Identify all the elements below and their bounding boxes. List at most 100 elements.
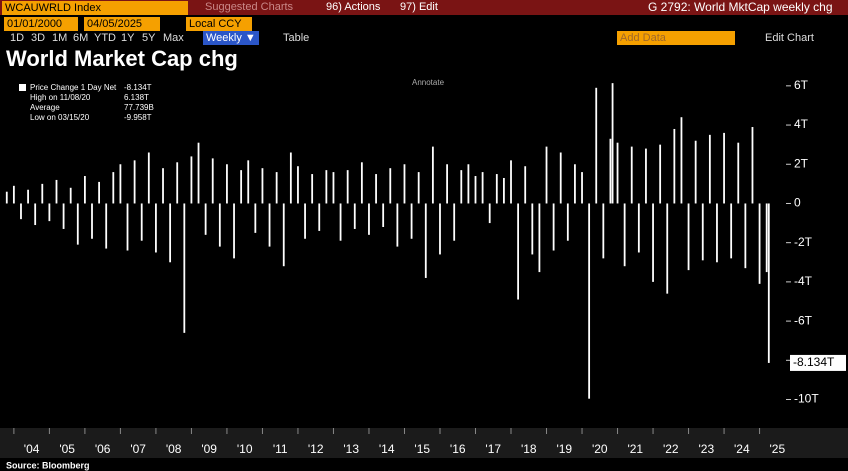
- last-value-label: -8.134T: [793, 355, 835, 369]
- range-button[interactable]: 1Y: [121, 32, 135, 44]
- bar: [240, 170, 243, 204]
- bar: [531, 203, 534, 255]
- bar: [431, 146, 434, 204]
- y-tick-label: -8T: [794, 352, 813, 366]
- bar: [325, 170, 328, 204]
- chart-title: World Market Cap chg: [6, 46, 238, 71]
- bar: [609, 138, 612, 204]
- bar: [275, 172, 278, 204]
- actions-menu[interactable]: 96) Actions: [326, 1, 381, 13]
- legend-label: Price Change 1 Day Net: [30, 83, 117, 92]
- edit-chart[interactable]: Edit Chart: [765, 32, 814, 44]
- bar: [495, 174, 498, 204]
- bar: [27, 189, 29, 204]
- bar: [616, 142, 619, 204]
- end-date[interactable]: 04/05/2025: [84, 17, 160, 31]
- date-row: 01/01/2000 04/05/2025 Local CCY: [0, 17, 848, 31]
- bar: [673, 128, 676, 204]
- bar: [368, 203, 370, 235]
- bar: [538, 203, 541, 273]
- bar: [339, 203, 342, 241]
- annotate[interactable]: Annotate: [412, 78, 445, 87]
- frequency[interactable]: Weekly ▼: [203, 31, 259, 45]
- bar: [510, 160, 512, 204]
- edit-menu[interactable]: 97) Edit: [400, 1, 438, 13]
- bar: [112, 172, 115, 204]
- range-row: Weekly ▼ Table Add Data Edit Chart 1D 3D 1…: [0, 31, 848, 45]
- bar: [254, 203, 257, 233]
- bar: [297, 166, 299, 204]
- bar: [474, 176, 477, 204]
- bar: [517, 203, 520, 300]
- bar: [446, 164, 448, 204]
- bar: [268, 203, 271, 247]
- bar: [503, 177, 505, 204]
- bar: [197, 142, 200, 204]
- legend-value: -8.134T: [124, 83, 152, 92]
- bar: [652, 203, 654, 282]
- bar: [304, 203, 306, 239]
- y-tick-label: -10T: [794, 392, 819, 406]
- range-button[interactable]: 5Y: [142, 32, 156, 44]
- range-button[interactable]: 1D: [10, 32, 25, 44]
- x-tick-label: '09: [201, 442, 217, 456]
- range-button[interactable]: 3D: [31, 32, 46, 44]
- bar: [20, 203, 22, 220]
- bar: [360, 162, 363, 204]
- x-tick-label: '10: [237, 442, 253, 456]
- bar: [623, 203, 626, 267]
- bar: [723, 132, 725, 204]
- bar: [55, 179, 58, 204]
- bar: [282, 203, 285, 267]
- y-tick-label: 4T: [794, 117, 809, 131]
- bar: [218, 203, 221, 247]
- range-button[interactable]: YTD: [94, 32, 116, 44]
- bar: [169, 203, 172, 263]
- add-data[interactable]: Add Data: [617, 31, 735, 45]
- bar: [126, 203, 129, 251]
- bar: [396, 203, 399, 247]
- bar: [730, 203, 733, 259]
- bar: [524, 166, 527, 204]
- bar: [91, 203, 93, 239]
- bar: [204, 203, 207, 235]
- bar: [69, 187, 72, 204]
- table-button[interactable]: Table: [283, 32, 310, 44]
- bar: [403, 164, 406, 204]
- currency[interactable]: Local CCY: [186, 17, 252, 31]
- bar: [467, 164, 470, 204]
- range-button[interactable]: Max: [163, 32, 184, 44]
- start-date[interactable]: 01/01/2000: [4, 17, 78, 31]
- bar: [687, 203, 690, 271]
- legend-label: Low on 03/15/20: [30, 113, 90, 122]
- bar: [545, 146, 548, 204]
- bar: [595, 87, 598, 204]
- bar: [389, 168, 392, 204]
- bar: [318, 203, 321, 231]
- bar: [62, 203, 65, 229]
- suggested-charts[interactable]: Suggested Charts: [205, 1, 294, 13]
- security-field[interactable]: WCAUWRLD Index: [2, 1, 188, 15]
- range-button[interactable]: 1M: [52, 32, 68, 44]
- x-tick-label: '24: [734, 442, 750, 456]
- bar: [147, 152, 150, 204]
- bar: [353, 203, 356, 229]
- bar: [481, 172, 484, 204]
- x-tick-label: '06: [95, 442, 111, 456]
- legend-value: 77.739B: [124, 103, 154, 112]
- bar: [701, 203, 704, 261]
- chart-id: G 2792: World MktCap weekly chg: [648, 0, 833, 14]
- range-button[interactable]: 6M: [73, 32, 89, 44]
- legend-swatch: [19, 84, 26, 91]
- bar: [133, 160, 136, 204]
- bar: [289, 152, 292, 204]
- x-tick-label: '12: [308, 442, 324, 456]
- bar: [417, 172, 420, 204]
- y-tick-label: 6T: [794, 78, 809, 92]
- x-tick-label: '21: [627, 442, 643, 456]
- bar: [261, 168, 264, 204]
- bar: [460, 170, 463, 204]
- bar: [155, 203, 157, 253]
- bar: [41, 183, 44, 204]
